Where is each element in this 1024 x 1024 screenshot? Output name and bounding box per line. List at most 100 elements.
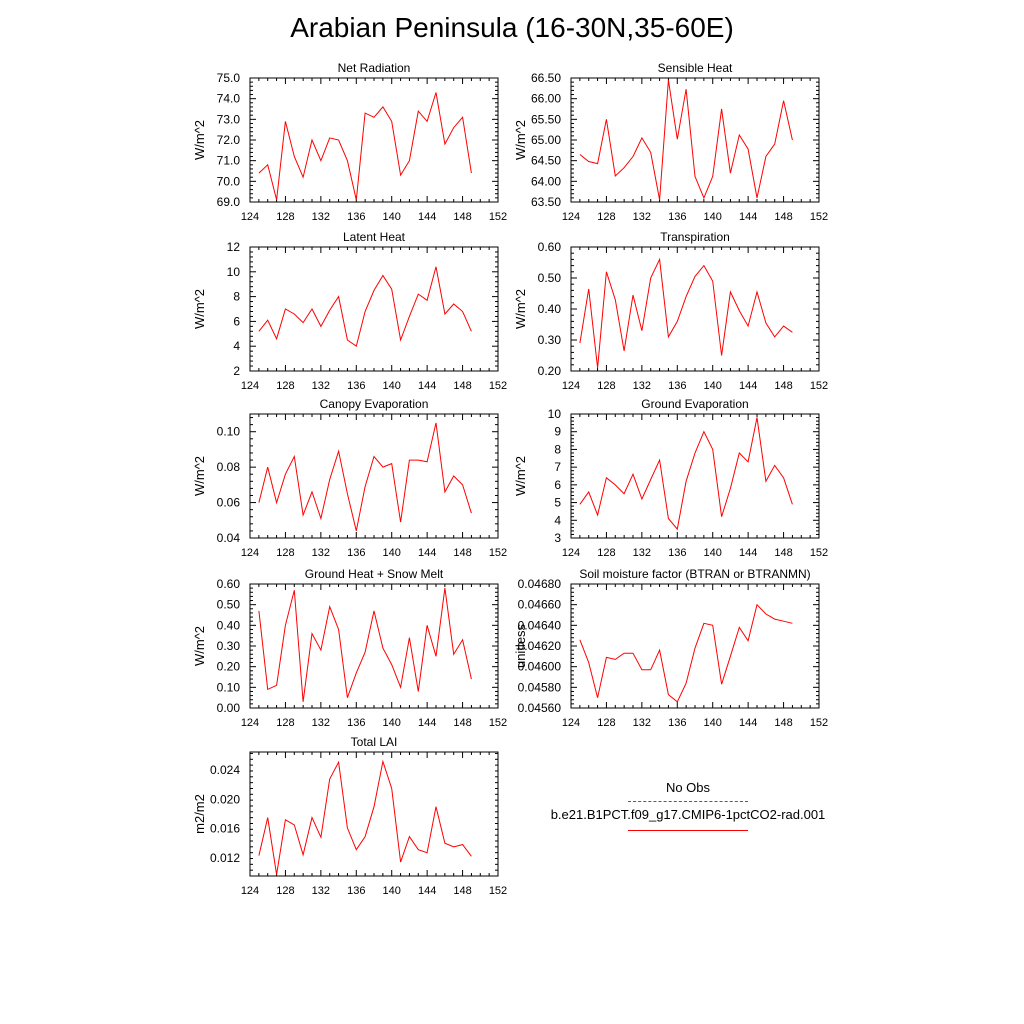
panel-title: Net Radiation [338, 61, 411, 75]
y-tick-label: 6 [554, 478, 561, 492]
chart-panel: Net Radiation W/m^2 124 128 132 136 140 144 148 1… [192, 61, 507, 223]
x-tick-label: 128 [597, 717, 615, 729]
plot-frame [249, 413, 499, 539]
y-tick-label: 0.04 [217, 531, 241, 545]
y-tick-label: 66.00 [531, 92, 561, 106]
y-tick-label: 0.20 [538, 364, 562, 378]
y-tick-label: 0.04660 [518, 598, 562, 612]
x-tick-label: 148 [453, 211, 471, 223]
x-tick-label: 136 [347, 717, 365, 729]
y-tick-label: 12 [227, 240, 241, 254]
x-tick-label: 144 [418, 547, 436, 559]
y-tick-label: 0.40 [217, 618, 241, 632]
y-tick-label: 65.50 [531, 112, 561, 126]
x-tick-label: 132 [312, 380, 330, 392]
x-tick-label: 148 [453, 885, 471, 897]
series-line [258, 422, 472, 532]
x-tick-label: 152 [810, 211, 828, 223]
y-axis-label: W/m^2 [513, 120, 528, 160]
y-tick-label: 0.60 [217, 577, 241, 591]
y-tick-label: 0.50 [538, 271, 562, 285]
x-tick-label: 136 [347, 380, 365, 392]
panel-title: Latent Heat [343, 230, 406, 244]
y-tick-label: 0.10 [217, 425, 241, 439]
x-tick-label: 140 [383, 211, 401, 223]
plot-frame [570, 583, 820, 709]
panel-title: Sensible Heat [658, 61, 733, 75]
chart-panel: Soil moisture factor (BTRAN or BTRANMN) u… [513, 567, 828, 729]
x-tick-label: 136 [668, 211, 686, 223]
x-tick-label: 132 [312, 211, 330, 223]
plot-frame [249, 77, 499, 203]
y-tick-label: 5 [554, 496, 561, 510]
y-tick-label: 0.020 [210, 792, 240, 806]
y-tick-label: 0.06 [217, 496, 241, 510]
chart-panel: Ground Evaporation W/m^2 124 128 132 136 140 14… [513, 397, 828, 559]
y-tick-label: 0.04640 [518, 618, 562, 632]
panel-title: Transpiration [660, 230, 730, 244]
y-tick-label: 66.50 [531, 71, 561, 85]
y-tick-label: 0.30 [538, 333, 562, 347]
x-tick-label: 148 [453, 717, 471, 729]
plot-frame [570, 246, 820, 372]
x-tick-label: 140 [704, 380, 722, 392]
chart-panel: Canopy Evaporation W/m^2 124 128 132 136 140 14… [192, 397, 507, 559]
y-tick-label: 0.012 [210, 851, 240, 865]
y-tick-label: 8 [554, 442, 561, 456]
x-tick-label: 132 [633, 547, 651, 559]
y-tick-label: 74.0 [217, 92, 241, 106]
x-tick-label: 152 [489, 717, 507, 729]
x-tick-label: 132 [633, 717, 651, 729]
x-tick-label: 128 [597, 547, 615, 559]
x-tick-label: 144 [418, 380, 436, 392]
series-line [258, 92, 472, 201]
x-tick-label: 124 [241, 547, 259, 559]
y-tick-label: 0.04560 [518, 701, 562, 715]
x-tick-label: 132 [633, 211, 651, 223]
x-tick-label: 152 [810, 717, 828, 729]
y-tick-label: 73.0 [217, 112, 241, 126]
y-tick-label: 0.08 [217, 460, 241, 474]
x-tick-label: 132 [312, 547, 330, 559]
page-title: Arabian Peninsula (16-30N,35-60E) [290, 12, 734, 43]
y-tick-label: 0.04620 [518, 639, 562, 653]
y-axis-label: W/m^2 [513, 289, 528, 329]
y-axis-label: W/m^2 [192, 626, 207, 666]
panel-title: Ground Evaporation [641, 397, 748, 411]
x-tick-label: 128 [276, 211, 294, 223]
x-tick-label: 132 [633, 380, 651, 392]
y-tick-label: 75.0 [217, 71, 241, 85]
y-axis-label: W/m^2 [192, 120, 207, 160]
series-line [258, 759, 472, 875]
y-tick-label: 0.30 [217, 639, 241, 653]
plot-frame [249, 751, 499, 877]
y-axis-label: unitless [513, 623, 528, 668]
panel-title: Soil moisture factor (BTRAN or BTRANMN) [579, 567, 810, 581]
y-tick-label: 0.40 [538, 302, 562, 316]
x-tick-label: 140 [383, 717, 401, 729]
x-tick-label: 148 [774, 547, 792, 559]
y-axis-label: W/m^2 [192, 289, 207, 329]
y-tick-label: 0.016 [210, 822, 240, 836]
x-tick-label: 136 [347, 211, 365, 223]
x-tick-label: 128 [276, 547, 294, 559]
x-tick-label: 140 [704, 211, 722, 223]
panel-title: Ground Heat + Snow Melt [305, 567, 444, 581]
legend-obs-label: No Obs [665, 780, 711, 795]
y-tick-label: 8 [233, 290, 240, 304]
y-tick-label: 10 [548, 407, 562, 421]
y-tick-label: 9 [554, 425, 561, 439]
y-tick-label: 65.00 [531, 133, 561, 147]
x-tick-label: 132 [312, 885, 330, 897]
y-tick-label: 69.0 [217, 195, 241, 209]
y-tick-label: 2 [233, 364, 240, 378]
x-tick-label: 124 [562, 547, 580, 559]
y-tick-label: 64.00 [531, 174, 561, 188]
x-tick-label: 128 [276, 380, 294, 392]
y-tick-label: 0.50 [217, 598, 241, 612]
x-tick-label: 128 [276, 885, 294, 897]
x-tick-label: 152 [489, 885, 507, 897]
x-tick-label: 144 [418, 211, 436, 223]
legend-obs-line [628, 801, 748, 802]
